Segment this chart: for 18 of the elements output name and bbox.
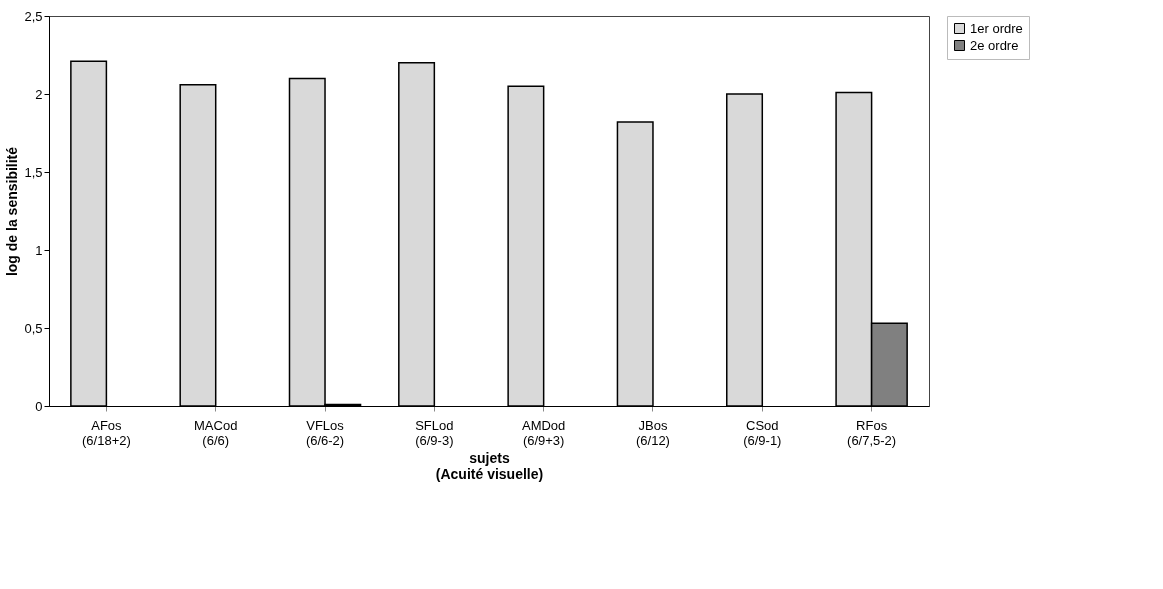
x-tick-label: CSod (6/9-1) [743,417,782,448]
x-tick-label: SFLod (6/9-3) [415,417,454,448]
legend-label: 1er ordre [970,20,1023,36]
legend-label: 2e ordre [970,37,1019,53]
y-tick-label: 2 [35,86,43,102]
y-tick-label: 0 [35,398,43,414]
x-tick-label: JBos (6/12) [635,417,670,448]
y-tick-label: 1,5 [24,164,43,180]
x-tick-label: MACod (6/6) [194,417,238,448]
x-tick-label: VFLos (6/6-2) [305,417,345,448]
x-tick-label: RFos (6/7,5-2) [847,417,897,448]
x-tick-label: AFos (6/18+2) [81,417,131,448]
x-axis-title: sujets (Acuité visuelle) [435,449,544,482]
x-tick-label: AMDod (6/9+3) [521,417,566,448]
y-tick-label: 1 [35,242,43,258]
y-axis-title: log de la sensibilité [4,146,21,277]
y-tick-label: 0,5 [24,320,43,336]
y-tick-label: 2,5 [24,8,43,24]
